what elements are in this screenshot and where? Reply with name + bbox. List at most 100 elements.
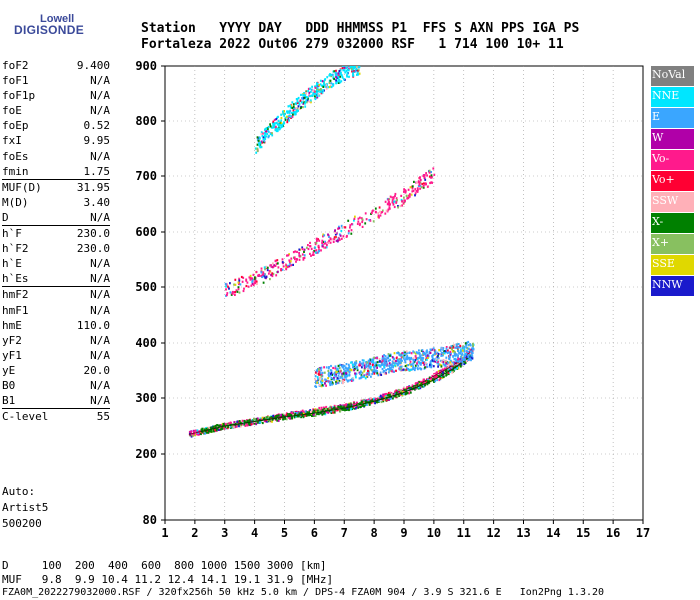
echo-point: [298, 251, 300, 255]
echo-point: [354, 215, 356, 218]
echo-point: [433, 380, 435, 383]
legend-entry: W: [651, 129, 694, 149]
echo-point: [414, 359, 417, 362]
echo-point: [286, 121, 289, 124]
echo-point: [307, 244, 309, 247]
echo-point: [214, 427, 217, 430]
echo-point: [316, 91, 318, 94]
echo-point: [434, 380, 437, 383]
echo-point: [284, 417, 286, 420]
echo-point: [437, 362, 440, 366]
echo-point: [383, 370, 386, 373]
echo-point: [357, 406, 359, 409]
echo-point: [359, 216, 361, 219]
echo-point: [448, 365, 450, 369]
echo-point: [395, 197, 398, 200]
echo-point: [436, 378, 438, 382]
echo-point: [305, 95, 307, 98]
echo-point: [254, 279, 257, 282]
echo-point: [367, 398, 370, 401]
echo-point: [408, 195, 411, 198]
param-label: M(D): [2, 195, 29, 209]
echo-point: [342, 235, 345, 238]
echo-point: [282, 418, 285, 421]
echo-point: [260, 267, 263, 270]
echo-point: [270, 273, 272, 276]
echo-point: [215, 429, 218, 432]
echo-point: [312, 253, 315, 256]
x-tick-label: 8: [371, 526, 378, 540]
echo-point: [401, 200, 403, 203]
echo-point: [349, 224, 352, 227]
echo-point: [301, 97, 303, 100]
echo-point: [301, 412, 303, 415]
echo-point: [354, 403, 356, 406]
echo-point: [233, 421, 236, 424]
echo-point: [355, 372, 358, 375]
echo-point: [295, 260, 297, 263]
echo-point: [388, 200, 390, 203]
param-row: h`Es N/A: [2, 271, 110, 286]
echo-point: [419, 380, 422, 383]
echo-point: [330, 377, 333, 380]
echo-point: [315, 85, 318, 88]
echo-point: [255, 418, 258, 421]
echo-point: [236, 290, 239, 293]
echo-point: [241, 422, 244, 426]
echo-point: [362, 399, 365, 402]
y-tick-label: 800: [135, 114, 157, 128]
echo-point: [263, 134, 266, 137]
echo-point: [395, 200, 398, 203]
echo-point: [314, 97, 317, 101]
echo-point: [407, 356, 409, 359]
echo-point: [297, 109, 299, 112]
echo-point: [229, 291, 232, 294]
echo-point: [390, 366, 393, 369]
echo-point: [441, 376, 444, 379]
x-tick-label: 11: [457, 526, 471, 540]
echo-point: [394, 395, 397, 398]
echo-point: [382, 398, 385, 401]
echo-point: [323, 82, 325, 85]
echo-point: [423, 363, 426, 366]
echo-point: [322, 408, 324, 411]
echo-point: [314, 246, 317, 249]
echo-point: [321, 91, 324, 94]
echo-point: [443, 367, 446, 370]
echo-point: [310, 101, 312, 104]
echo-point: [339, 370, 342, 373]
echo-point: [270, 132, 272, 136]
echo-point: [358, 377, 361, 380]
echo-point: [395, 391, 398, 394]
echo-point: [364, 366, 366, 369]
echo-point: [421, 182, 424, 186]
echo-point: [430, 174, 433, 177]
echo-point: [309, 99, 312, 102]
echo-point: [426, 174, 428, 177]
echo-point: [243, 422, 246, 425]
echo-point: [435, 357, 438, 361]
echo-point: [332, 238, 334, 241]
footer-file-info: FZA0M_2022279032000.RSF / 320fx256h 50 k…: [2, 587, 605, 598]
echo-point: [344, 226, 346, 229]
echo-point: [430, 348, 432, 351]
echo-point: [201, 430, 204, 433]
echo-point: [445, 362, 448, 365]
echo-point: [274, 125, 277, 128]
echo-point: [350, 67, 353, 70]
echo-point: [349, 66, 352, 69]
echo-point: [384, 397, 387, 400]
echo-point: [345, 67, 348, 70]
echo-point: [352, 366, 354, 369]
echo-point: [296, 250, 298, 253]
echo-point: [366, 372, 369, 376]
echo-point: [337, 72, 340, 75]
echo-point: [448, 351, 450, 354]
echo-point: [318, 383, 321, 386]
echo-point: [412, 350, 415, 353]
echo-point: [301, 409, 304, 412]
param-row: foF2 9.400: [2, 58, 110, 73]
echo-point: [329, 73, 331, 76]
echo-point: [303, 256, 306, 259]
echo-point: [264, 268, 266, 271]
